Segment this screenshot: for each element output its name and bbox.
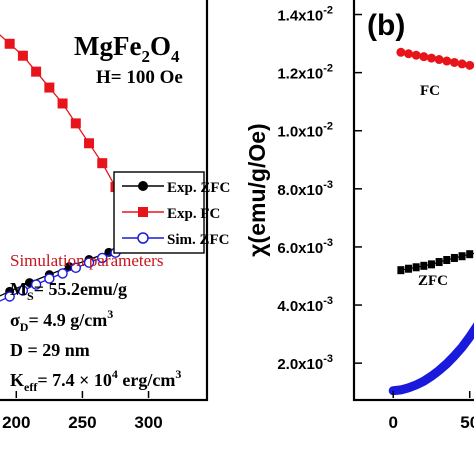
param-keff: Keff= 7.4 × 104 erg/cm3 — [10, 367, 181, 394]
y-tick-label: 6.0x10-3 — [277, 237, 333, 257]
legend-label-fc: Exp. FC — [167, 206, 220, 222]
point-sim-zfc — [83, 257, 95, 268]
right-plot-frame — [352, 0, 474, 402]
point-sim-zfc — [70, 262, 82, 274]
left-plot-frame — [0, 0, 209, 402]
point-exp-fc — [4, 38, 15, 49]
point-sim-zfc — [57, 268, 68, 279]
point-zfc — [405, 264, 413, 273]
point-exp-fc — [97, 158, 108, 169]
param-sigma: σD= 4.9 g/cm3 — [10, 307, 113, 334]
point-zfc — [412, 263, 420, 272]
simulation-title: Simulation parameters — [10, 251, 163, 270]
zfc-label: ZFC — [418, 273, 448, 289]
y-tick-label: 4.0x10-3 — [277, 295, 333, 315]
left-panel: 200 250 300 MgFe2O4 H= 100 Oe Exp. ZFC Exp… — [0, 0, 230, 432]
param-ms: MS= 55.2emu/g — [10, 279, 127, 303]
point-sim-zfc — [30, 279, 42, 290]
x-tick-label: 0 — [389, 413, 398, 432]
point-zfc — [458, 252, 466, 261]
x-tick-label: 250 — [68, 413, 96, 432]
right-panel: 2.0x10-3 4.0x10-3 6.0x10-3 8.0x10-3 1.0x10-2… — [244, 0, 474, 432]
point-zfc — [450, 253, 458, 262]
series-line-sim — [388, 322, 474, 396]
panel-label-b: (b) — [367, 9, 405, 42]
x-tick-label: 300 — [134, 413, 162, 432]
field-label: H= 100 Oe — [96, 67, 183, 88]
y-axis-label: χ(emu/g/Oe) — [244, 123, 270, 256]
point-sim-zfc — [17, 285, 29, 296]
legend-marker-sim — [137, 232, 149, 244]
point-fc — [419, 52, 429, 62]
point-exp-fc — [70, 118, 81, 129]
y-tick-label: 2.0x10-3 — [277, 353, 333, 373]
point-fc — [457, 59, 467, 69]
point-fc — [465, 60, 474, 70]
point-fc — [442, 56, 452, 66]
fc-label: FC — [420, 83, 440, 99]
compound-title: MgFe2O4 — [74, 31, 180, 66]
point-fc — [434, 55, 444, 65]
point-zfc — [443, 256, 451, 265]
x-tick-label: 200 — [2, 413, 30, 432]
param-d: D = 29 nm — [10, 340, 90, 360]
x-tick-label: 50 — [460, 413, 474, 432]
legend-label-sim: Sim. ZFC — [167, 232, 230, 248]
legend-marker-fc — [138, 207, 148, 217]
point-exp-fc — [84, 138, 95, 149]
point-sim-zfc — [44, 273, 55, 284]
point-fc — [411, 50, 421, 60]
point-exp-fc — [57, 98, 68, 109]
y-tick-label: 8.0x10-3 — [277, 179, 333, 199]
left-legend: Exp. ZFC Exp. FC Sim. ZFC — [113, 171, 230, 254]
point-fc — [404, 49, 414, 59]
point-fc — [396, 47, 406, 57]
point-fc — [426, 53, 436, 63]
point-fc — [449, 57, 459, 67]
point-zfc — [466, 250, 474, 259]
point-zfc — [397, 266, 405, 275]
y-tick-label: 1.2x10-2 — [277, 63, 333, 83]
point-zfc — [427, 260, 435, 269]
point-exp-fc — [44, 82, 55, 93]
y-tick-label: 1.0x10-2 — [277, 121, 333, 141]
legend-label-zfc: Exp. ZFC — [167, 180, 230, 196]
point-zfc — [420, 261, 428, 270]
y-tick-label: 1.4x10-2 — [277, 5, 333, 25]
legend-marker-zfc — [138, 181, 148, 191]
point-exp-fc — [31, 66, 42, 77]
point-exp-fc — [17, 50, 28, 61]
point-sim-zfc — [4, 291, 15, 302]
point-zfc — [435, 258, 443, 267]
point-sim-zfc — [97, 252, 108, 264]
